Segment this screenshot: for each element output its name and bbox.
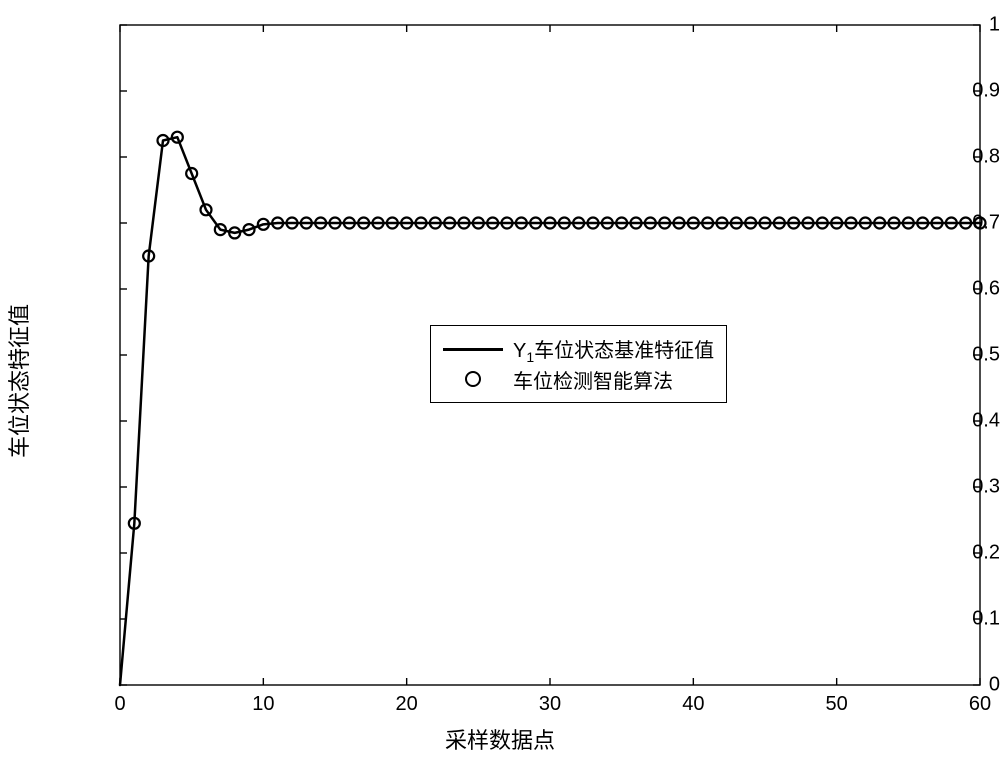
- y-tick-label: 1: [892, 14, 1000, 37]
- legend: Y1车位状态基准特征值 车位检测智能算法: [430, 325, 727, 403]
- x-tick-label: 60: [969, 693, 991, 716]
- y-tick-label: 0.8: [892, 146, 1000, 169]
- legend-marker-swatch: [443, 367, 503, 391]
- x-tick-label: 40: [682, 693, 704, 716]
- legend-line-swatch: [443, 337, 503, 361]
- x-tick-label: 50: [826, 693, 848, 716]
- chart-container: 车位状态特征值 采样数据点 0 0.1 0.2 0.3 0.4 0.5 0.6 0.7 0.8 0…: [0, 0, 1000, 761]
- y-tick-label: 0.3: [892, 476, 1000, 499]
- x-tick-label: 0: [114, 693, 125, 716]
- legend-text-line: Y1车位状态基准特征值: [513, 334, 714, 365]
- y-tick-label: 0.1: [892, 608, 1000, 631]
- x-tick-label: 20: [396, 693, 418, 716]
- y-tick-label: 0.9: [892, 80, 1000, 103]
- legend-text-marker: 车位检测智能算法: [513, 365, 673, 394]
- y-tick-label: 0.4: [892, 410, 1000, 433]
- y-tick-label: 0.7: [892, 212, 1000, 235]
- y-tick-label: 0.2: [892, 542, 1000, 565]
- legend-row-marker: 车位检测智能算法: [443, 364, 714, 394]
- y-tick-label: 0.5: [892, 344, 1000, 367]
- x-tick-label: 10: [252, 693, 274, 716]
- legend-row-line: Y1车位状态基准特征值: [443, 334, 714, 364]
- x-axis-label: 采样数据点: [445, 723, 555, 755]
- y-tick-label: 0.6: [892, 278, 1000, 301]
- y-axis-label: 车位状态特征值: [2, 303, 34, 457]
- x-tick-label: 30: [539, 693, 561, 716]
